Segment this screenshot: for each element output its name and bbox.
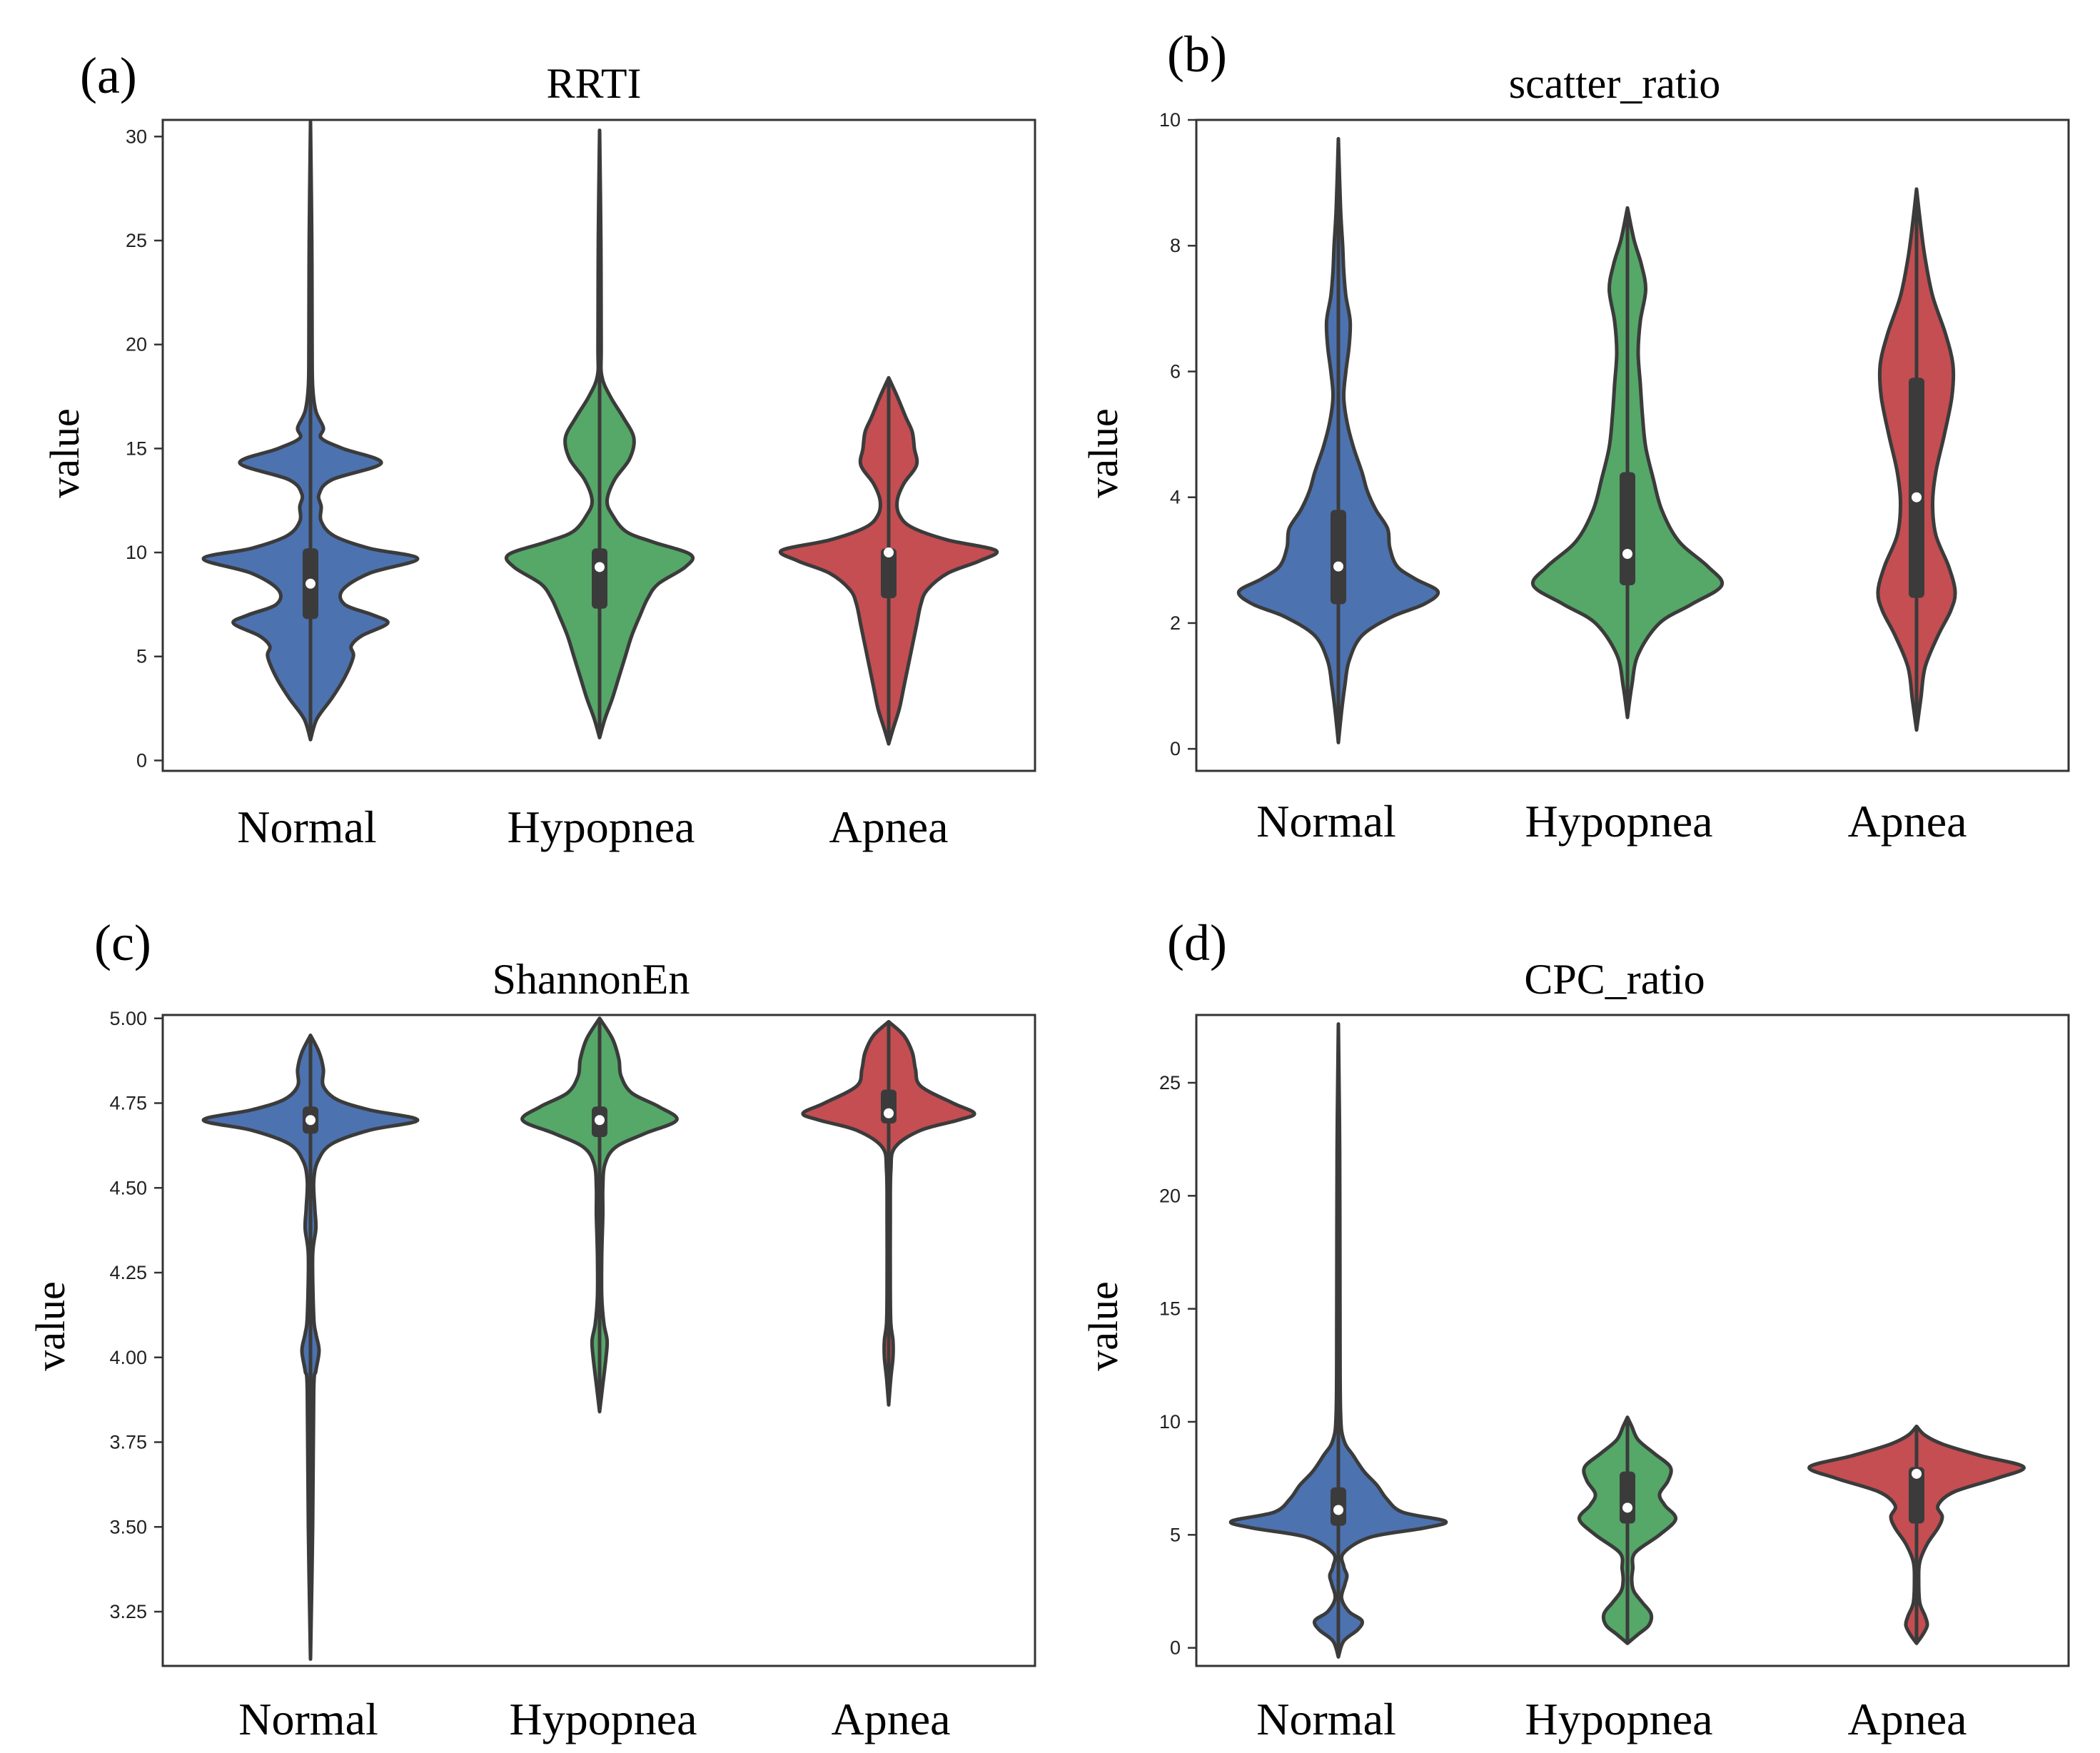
panel-a-iqr-box-apnea (881, 548, 897, 599)
panel-a-ytick-label-0: 0 (136, 749, 147, 771)
panel-d-xtick-normal: Normal (1256, 1694, 1396, 1744)
panel-d-iqr-box-hypopnea (1620, 1471, 1635, 1524)
panel-b-violins (1236, 136, 1957, 744)
panel-a-ytick-label-4: 20 (126, 334, 147, 355)
panel-a-ytick-label-2: 10 (126, 542, 147, 563)
panel-c-ytick-label-1: 3.50 (109, 1516, 147, 1537)
panel-d-ytick-label-1: 5 (1170, 1524, 1181, 1545)
panel-b-median-dot-normal (1333, 561, 1343, 572)
panel-d-title: CPC_ratio (1524, 956, 1705, 1003)
panel-d-iqr-box-apnea (1909, 1467, 1924, 1524)
panel-c-ytick-label-6: 4.75 (109, 1093, 147, 1114)
panel-b-median-dot-hypopnea (1622, 549, 1632, 559)
panel-d-ytick-label-4: 20 (1159, 1185, 1181, 1206)
panel-a-letter: (a) (80, 47, 137, 104)
panel-c-xtick-apnea: Apnea (831, 1694, 950, 1744)
panel-c-violins (201, 1016, 976, 1661)
panel-a-xtick-normal: Normal (237, 802, 377, 852)
panel-a: (a) RRTI value 0 5 10 15 20 25 30 Normal Hypop… (41, 47, 1036, 852)
panel-c-ytick-label-7: 5.00 (109, 1008, 147, 1029)
panel-a-ytick-label-5: 25 (126, 230, 147, 251)
panel-a-plot-area (161, 118, 1036, 772)
panel-b-plot-area (1195, 118, 2070, 772)
panel-c-xtick-hypopnea: Hypopnea (509, 1694, 697, 1744)
panel-b-iqr-box-hypopnea (1620, 472, 1635, 586)
panel-d-ytick-label-0: 0 (1170, 1637, 1181, 1659)
panel-d-letter: (d) (1167, 914, 1227, 971)
panel-b-ytick-label-3: 6 (1170, 360, 1181, 382)
panel-a-xtick-apnea: Apnea (829, 802, 948, 852)
panel-c-y-axis-label: value (27, 1281, 74, 1371)
panel-c-ytick-label-0: 3.25 (109, 1601, 147, 1622)
panel-c-letter: (c) (94, 914, 151, 971)
panel-a-xtick-hypopnea: Hypopnea (507, 802, 695, 852)
panel-c-median-dot-normal (306, 1115, 315, 1126)
panel-a-ytick-label-3: 15 (126, 438, 147, 459)
panel-b-median-dot-apnea (1912, 492, 1922, 502)
panel-c-y-ticks: 3.25 3.50 3.75 4.00 4.25 4.50 4.75 5.00 (109, 1008, 163, 1622)
panel-c-title: ShannonEn (493, 956, 690, 1003)
panel-a-y-ticks: 0 5 10 15 20 25 30 (126, 126, 163, 771)
panel-a-ytick-label-6: 30 (126, 126, 147, 147)
panel-b-ytick-label-4: 8 (1170, 235, 1181, 256)
panel-a-median-dot-hypopnea (595, 562, 605, 572)
panel-a-violins (201, 120, 999, 746)
panel-b-letter: (b) (1167, 26, 1227, 83)
panel-c-iqr-box-apnea (881, 1089, 897, 1123)
panel-c-plot-area (161, 1014, 1036, 1667)
panel-d-median-dot-hypopnea (1622, 1502, 1632, 1513)
panel-b-y-axis-label: value (1080, 408, 1126, 498)
panel-c-ytick-label-4: 4.25 (109, 1262, 147, 1283)
panel-a-median-dot-normal (306, 578, 315, 589)
panel-b-ytick-label-0: 0 (1170, 738, 1181, 759)
panel-b-ytick-label-5: 10 (1159, 109, 1181, 131)
panel-a-median-dot-apnea (884, 547, 894, 558)
panel-a-ytick-label-1: 5 (136, 646, 147, 667)
panel-d-ytick-label-5: 25 (1159, 1072, 1181, 1093)
panel-b-xtick-apnea: Apnea (1847, 796, 1967, 847)
panel-d-violins (1228, 1022, 2026, 1659)
panel-b-title: scatter_ratio (1509, 60, 1721, 107)
panel-c-ytick-label-5: 4.50 (109, 1177, 147, 1198)
panel-b-y-ticks: 0 2 4 6 8 10 (1159, 109, 1196, 759)
panel-d: (d) CPC_ratio value 0 5 10 15 20 25 Normal Hy… (1080, 914, 2070, 1744)
panel-d-ytick-label-2: 10 (1159, 1411, 1181, 1433)
panel-d-ytick-label-3: 15 (1159, 1298, 1181, 1320)
panel-d-y-ticks: 0 5 10 15 20 25 (1159, 1072, 1196, 1659)
panel-a-y-axis-label: value (41, 408, 88, 498)
panel-c-median-dot-hypopnea (595, 1115, 605, 1126)
panel-c-xtick-normal: Normal (238, 1694, 378, 1744)
panel-a-iqr-box-hypopnea (592, 548, 607, 609)
panel-c-ytick-label-2: 3.75 (109, 1432, 147, 1453)
panel-d-xtick-hypopnea: Hypopnea (1525, 1694, 1712, 1744)
panel-d-y-axis-label: value (1080, 1281, 1126, 1371)
panel-b-xtick-normal: Normal (1256, 796, 1396, 847)
panel-b: (b) scatter_ratio value 0 2 4 6 8 10 Normal H… (1080, 26, 2070, 847)
panel-b-xtick-hypopnea: Hypopnea (1525, 796, 1712, 847)
panel-a-title: RRTI (546, 60, 641, 107)
panel-d-median-dot-apnea (1912, 1468, 1922, 1479)
panel-b-ytick-label-1: 2 (1170, 612, 1181, 634)
panel-b-iqr-box-apnea (1909, 378, 1924, 598)
panel-d-xtick-apnea: Apnea (1847, 1694, 1967, 1744)
panel-c-median-dot-apnea (884, 1108, 894, 1118)
panel-b-iqr-box-normal (1331, 510, 1346, 605)
panel-d-median-dot-normal (1333, 1505, 1343, 1515)
panel-c: (c) ShannonEn value 3.25 3.50 3.75 4.00 4.25… (27, 914, 1036, 1744)
panel-d-plot-area (1195, 1014, 2070, 1667)
panel-c-ytick-label-3: 4.00 (109, 1347, 147, 1368)
panel-b-ytick-label-2: 4 (1170, 487, 1181, 508)
